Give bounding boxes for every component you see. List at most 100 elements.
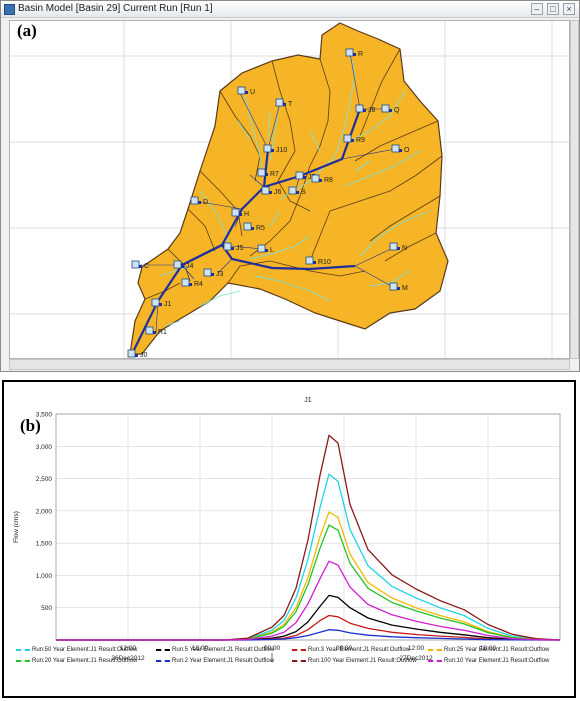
legend-item: Run:25 Year Element:J1 Result:Outflow bbox=[428, 647, 549, 653]
legend-label: Run:50 Year Element:J1 Result:Outflow bbox=[32, 647, 138, 653]
plot-frame bbox=[55, 413, 561, 641]
legend-swatch bbox=[428, 649, 442, 651]
series-line bbox=[56, 524, 561, 641]
legend-item: Run:10 Year Element:J1 Result:Outflow bbox=[428, 658, 549, 664]
legend-label: Run:100 Year Element:J1 Result:Outflow bbox=[308, 658, 417, 664]
model-element-r1: R1 bbox=[145, 326, 167, 336]
close-icon[interactable]: × bbox=[563, 3, 575, 15]
series-line bbox=[56, 594, 561, 641]
panel-a-label: (a) bbox=[17, 21, 37, 40]
chart-grid bbox=[56, 413, 560, 641]
x-tick-label: 18:00 bbox=[480, 645, 497, 652]
element-label: J10 bbox=[276, 147, 287, 154]
model-element-t: T bbox=[275, 98, 293, 108]
junction-marker bbox=[399, 149, 402, 152]
series-line bbox=[56, 560, 561, 641]
element-label: J6 bbox=[274, 189, 282, 196]
model-element-r9: R9 bbox=[343, 134, 365, 144]
y-tick-label: 1,000 bbox=[36, 573, 53, 580]
horizontal-scrollbar[interactable] bbox=[9, 359, 570, 370]
subbasin-icon bbox=[127, 349, 136, 358]
subbasin-icon bbox=[243, 222, 252, 231]
subbasin-icon bbox=[345, 48, 354, 57]
junction-marker bbox=[283, 103, 286, 106]
subbasin-icon bbox=[391, 144, 400, 153]
y-tick-label: 500 bbox=[41, 605, 52, 612]
model-element-r5: R5 bbox=[243, 222, 265, 232]
subbasin-icon bbox=[181, 278, 190, 287]
model-element-o: O bbox=[391, 144, 410, 154]
model-element-j5: J5 bbox=[223, 242, 244, 252]
y-axis-label: Flow (cms) bbox=[13, 511, 20, 543]
element-label: O bbox=[404, 147, 410, 154]
junction-marker bbox=[271, 149, 274, 152]
junction-marker bbox=[153, 331, 156, 334]
y-tick-label: 2,500 bbox=[36, 476, 53, 483]
subbasin-icon bbox=[389, 282, 398, 291]
junction-marker bbox=[211, 273, 214, 276]
legend-item: Run:2 Year Element:J1 Result:Outflow bbox=[156, 658, 274, 664]
subbasin-icon bbox=[295, 171, 304, 180]
subbasin-icon bbox=[151, 298, 160, 307]
element-label: R1 bbox=[158, 329, 167, 336]
legend-label: Run:2 Year Element:J1 Result:Outflow bbox=[172, 658, 275, 664]
series-line bbox=[56, 434, 561, 641]
hydrograph-panel: J1 500 1,000 1,500 2,000 2,500 3,000 3,500 12:00… bbox=[2, 380, 576, 698]
subbasin-icon bbox=[288, 186, 297, 195]
subbasin-icon bbox=[231, 208, 240, 217]
model-element-r10: R10 bbox=[305, 256, 331, 266]
legend-item: Run:5 Year Element:J1 Result:Outflow bbox=[156, 647, 274, 653]
junction-marker bbox=[135, 354, 138, 357]
x-date-label: 26Dec2012 bbox=[111, 655, 145, 662]
element-label: U bbox=[250, 89, 255, 96]
legend-swatch bbox=[16, 649, 30, 651]
element-label: C bbox=[144, 263, 149, 270]
element-label: R5 bbox=[256, 225, 265, 232]
element-label: J5 bbox=[236, 245, 244, 252]
model-element-n: N bbox=[389, 242, 407, 252]
subbasin-icon bbox=[355, 104, 364, 113]
panel-b-label: (b) bbox=[20, 416, 41, 435]
series-lines bbox=[56, 434, 561, 641]
minimize-icon[interactable]: – bbox=[531, 3, 543, 15]
junction-marker bbox=[181, 265, 184, 268]
maximize-icon[interactable]: □ bbox=[547, 3, 559, 15]
junction-marker bbox=[351, 139, 354, 142]
subbasin-icon bbox=[257, 244, 266, 253]
element-label: N bbox=[402, 245, 407, 252]
model-element-j6: J6 bbox=[261, 186, 282, 196]
junction-marker bbox=[363, 109, 366, 112]
legend-swatch bbox=[156, 649, 170, 651]
model-element-r7: R7 bbox=[257, 168, 279, 178]
junction-marker bbox=[303, 176, 306, 179]
x-date-label: 27Dec2012 bbox=[399, 655, 433, 662]
model-element-r8: R8 bbox=[311, 174, 333, 184]
subbasin-icon bbox=[145, 326, 154, 335]
window-titlebar: Basin Model [Basin 29] Current Run [Run … bbox=[1, 1, 579, 18]
element-label: J3 bbox=[216, 271, 224, 278]
junction-marker bbox=[265, 173, 268, 176]
vertical-scrollbar[interactable] bbox=[570, 20, 579, 359]
legend-label: Run:3 Year Element:J1 Result:Outflow bbox=[308, 647, 411, 653]
legend-item: Run:20 Year Element:J1 Result:Outflow bbox=[16, 658, 137, 664]
junction-marker bbox=[239, 213, 242, 216]
legend-swatch bbox=[292, 649, 306, 651]
model-element-r4: R4 bbox=[181, 278, 203, 288]
junction-marker bbox=[231, 247, 234, 250]
model-element-q: Q bbox=[381, 104, 400, 114]
model-element-r: R bbox=[345, 48, 363, 58]
junction-marker bbox=[389, 109, 392, 112]
subbasin-icon bbox=[257, 168, 266, 177]
element-label: J8 bbox=[368, 107, 376, 114]
element-label: T bbox=[288, 101, 293, 108]
y-tick-label: 2,000 bbox=[36, 508, 53, 515]
chart-legend: Run:50 Year Element:J1 Result:Outflow Run… bbox=[16, 647, 568, 696]
x-tick-label: 18:00 bbox=[192, 645, 209, 652]
junction-marker bbox=[251, 227, 254, 230]
y-tick-label: 3,000 bbox=[36, 444, 53, 451]
element-label: R9 bbox=[356, 137, 365, 144]
basin-map-canvas[interactable]: RUTJ8QJ10R9OR7SJ7DJ6R8R5HLJ5J4R10NCR4J3M… bbox=[9, 20, 570, 359]
element-label: R7 bbox=[270, 171, 279, 178]
model-elements: RUTJ8QJ10R9OR7SJ7DJ6R8R5HLJ5J4R10NCR4J3M… bbox=[127, 48, 410, 358]
element-label: R4 bbox=[194, 281, 203, 288]
